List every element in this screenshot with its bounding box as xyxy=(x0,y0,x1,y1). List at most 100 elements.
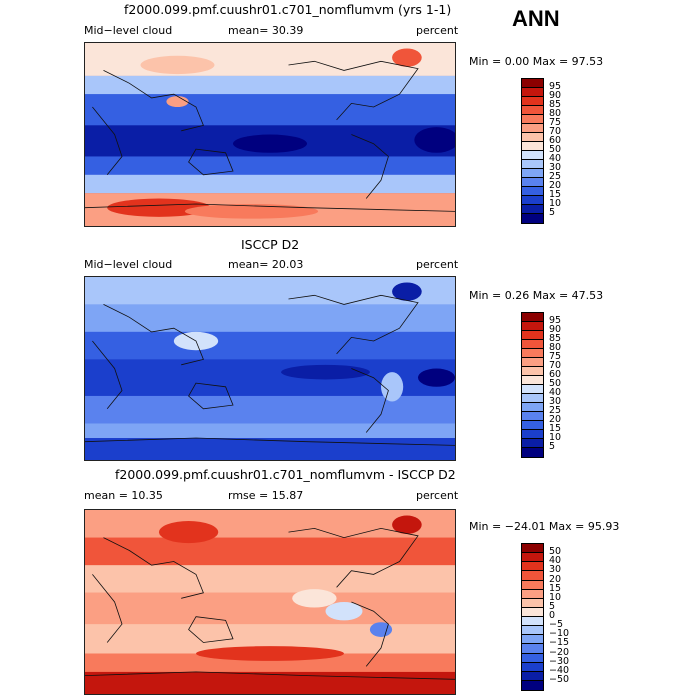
colorbar-tick-label: −30 xyxy=(549,655,570,667)
field-band xyxy=(85,75,455,95)
coastline xyxy=(351,601,389,667)
colorbar-cell xyxy=(522,322,543,331)
colorbar xyxy=(521,543,544,691)
colorbar-tick-label: 90 xyxy=(549,90,562,101)
field-band xyxy=(85,94,455,126)
field-feature xyxy=(196,646,344,661)
field-band xyxy=(85,671,455,694)
map-field xyxy=(85,510,455,694)
coastline xyxy=(188,148,234,176)
field-band xyxy=(85,174,455,194)
coastline xyxy=(85,437,455,446)
colorbar-tick-label: 80 xyxy=(549,342,562,353)
panel-title: f2000.099.pmf.cuushr01.c701_nomflumvm (y… xyxy=(124,2,452,17)
colorbar-tick-label: 90 xyxy=(549,324,562,335)
mean-label: mean = 10.35 xyxy=(84,489,163,502)
colorbar-cell xyxy=(522,644,543,654)
colorbar-tick-label: 15 xyxy=(549,423,562,434)
colorbar-tick-label: 20 xyxy=(549,573,562,585)
mean-label: mean= 20.03 xyxy=(228,258,304,271)
field-band xyxy=(85,304,455,332)
units-label: percent xyxy=(416,258,459,271)
field-feature xyxy=(381,372,404,402)
units-label: percent xyxy=(416,489,459,502)
colorbar-cell xyxy=(522,430,543,439)
variable-label: Mid−level cloud xyxy=(84,24,173,37)
coastline xyxy=(92,574,123,643)
colorbar-tick-label: 15 xyxy=(549,582,562,594)
colorbar-tick-label: 5 xyxy=(549,600,556,612)
colorbar-tick-label: 85 xyxy=(549,99,562,110)
coastline xyxy=(103,304,204,366)
field-feature xyxy=(414,127,455,153)
coastline xyxy=(92,340,123,410)
colorbar-cell xyxy=(522,169,543,178)
colorbar-tick-label: 25 xyxy=(549,405,562,416)
colorbar-cell xyxy=(522,331,543,340)
min-max-label: Min = −24.01 Max = 95.93 xyxy=(469,520,620,533)
colorbar-tick-label: 30 xyxy=(549,162,562,173)
map-plot xyxy=(84,509,456,695)
colorbar-cell xyxy=(522,448,543,457)
colorbar-cell xyxy=(522,205,543,214)
coastline xyxy=(351,134,389,199)
colorbar-cell xyxy=(522,106,543,115)
season-label: ANN xyxy=(512,6,560,31)
map-field xyxy=(85,277,455,460)
colorbar xyxy=(521,78,544,224)
field-band xyxy=(85,537,455,566)
coastline xyxy=(103,70,204,132)
colorbar-tick-label: 40 xyxy=(549,153,562,164)
colorbar-cell xyxy=(522,394,543,403)
coastline xyxy=(85,671,455,680)
min-max-label: Min = 0.26 Max = 47.53 xyxy=(469,289,604,302)
colorbar-tick-label: 10 xyxy=(549,432,562,443)
colorbar xyxy=(521,312,544,458)
colorbar-cell xyxy=(522,617,543,627)
coastline xyxy=(288,527,419,588)
field-feature xyxy=(369,622,393,637)
field-feature xyxy=(281,364,370,380)
coastline xyxy=(288,294,419,355)
coastline xyxy=(188,382,234,410)
colorbar-tick-label: 40 xyxy=(549,387,562,398)
field-band xyxy=(85,423,455,439)
colorbar-cell xyxy=(522,313,543,322)
colorbar-cell xyxy=(522,178,543,187)
panel-title: ISCCP D2 xyxy=(241,237,300,252)
colorbar-cell xyxy=(522,133,543,142)
colorbar-cell xyxy=(522,349,543,358)
colorbar-cell xyxy=(522,562,543,572)
colorbar-cell xyxy=(522,671,543,681)
colorbar-cell xyxy=(522,653,543,663)
colorbar-tick-label: −10 xyxy=(549,628,570,640)
field-feature xyxy=(166,96,189,108)
field-band xyxy=(85,438,455,460)
field-band xyxy=(85,592,455,625)
rmse-label: rmse = 15.87 xyxy=(228,489,304,502)
colorbar-tick-label: 85 xyxy=(549,333,562,344)
colorbar-cell xyxy=(522,607,543,617)
colorbar-tick-label: 50 xyxy=(549,378,562,389)
colorbar-tick-label: −20 xyxy=(549,646,570,658)
min-max-label: Min = 0.00 Max = 97.53 xyxy=(469,55,604,68)
colorbar-cell xyxy=(522,124,543,133)
colorbar-tick-label: −5 xyxy=(549,619,564,631)
units-label: percent xyxy=(416,24,459,37)
colorbar-cell xyxy=(522,187,543,196)
colorbar-tick-label: 50 xyxy=(549,144,562,155)
field-band xyxy=(85,395,455,424)
colorbar-cell xyxy=(522,439,543,448)
field-feature xyxy=(159,521,219,544)
colorbar-cell xyxy=(522,97,543,106)
colorbar-cell xyxy=(522,376,543,385)
colorbar-cell xyxy=(522,88,543,97)
variable-label: Mid−level cloud xyxy=(84,258,173,271)
colorbar-cell xyxy=(522,151,543,160)
colorbar-cell xyxy=(522,340,543,349)
colorbar-cell xyxy=(522,553,543,563)
colorbar-cell xyxy=(522,412,543,421)
colorbar-tick-label: 0 xyxy=(549,610,556,621)
colorbar-tick-label: 60 xyxy=(549,369,562,380)
colorbar-tick-label: 15 xyxy=(549,189,562,200)
